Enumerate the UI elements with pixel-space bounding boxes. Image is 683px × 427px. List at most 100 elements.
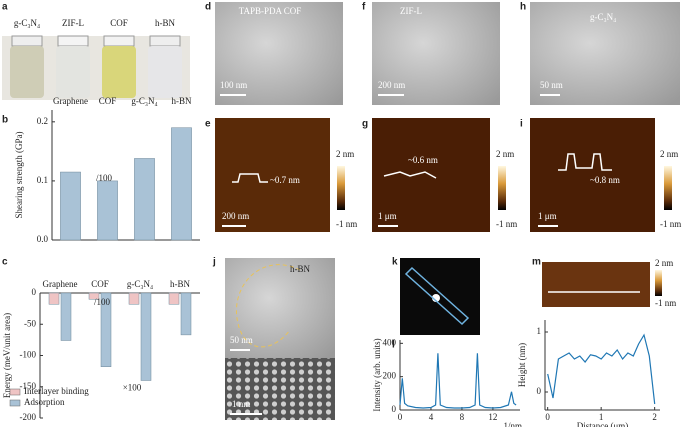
bar: [140, 292, 152, 381]
panel-letter: h: [520, 2, 526, 13]
profile: [383, 171, 437, 179]
tem-image: [225, 258, 335, 358]
colorbar-label: -1 nm: [660, 219, 681, 229]
category-label: Graphene: [53, 96, 88, 106]
category-label: COF: [99, 96, 117, 106]
colorbar-label: -1 nm: [496, 219, 517, 229]
line: [547, 333, 656, 405]
afm-image: [215, 118, 330, 232]
scale-label: 200 nm: [378, 80, 405, 90]
legend-swatch: [9, 388, 21, 396]
y-axis-label: Height (nm): [517, 343, 527, 387]
y-tick-label: 0: [32, 287, 37, 297]
diffraction-image: [400, 258, 480, 335]
legend-label: Adsorption: [24, 397, 65, 407]
y-axis-label: Intensity (arb. units): [372, 338, 382, 411]
colorbar: [337, 166, 345, 210]
colorbar: [498, 166, 506, 210]
tem-image: [372, 2, 500, 105]
scale-label: 50 nm: [230, 335, 253, 345]
y-tick-label: 0.2: [37, 116, 48, 126]
y-tick-label: 0.1: [37, 175, 48, 185]
panel-letter: k: [392, 257, 398, 268]
colorbar-label: -1 nm: [655, 298, 676, 308]
legend-label: Interlayer binding: [24, 386, 89, 396]
bar: [171, 127, 192, 241]
bar: [48, 292, 60, 305]
caption: TAPB-PDA COF: [239, 6, 302, 16]
y-tick-label: 200: [383, 371, 397, 381]
y-tick-label: 400: [383, 337, 397, 347]
x-tick-label: 1: [599, 412, 604, 422]
afm-image: [542, 262, 650, 307]
arrow: [404, 266, 470, 326]
scale-label: 1 μm: [538, 211, 557, 221]
vial-label: COF: [110, 18, 128, 28]
scale-label: 200 nm: [222, 211, 249, 221]
category-label: h-BN: [170, 279, 191, 289]
bar: [168, 292, 180, 305]
category-label: h-BN: [172, 96, 193, 106]
y-tick-label: 0: [392, 404, 397, 414]
x-tick-label: 8: [460, 412, 465, 422]
tem-image: [530, 2, 680, 105]
panel-letter: b: [2, 115, 8, 126]
y-axis-label: Energy (meV/unit area): [2, 313, 12, 398]
panel-letter: j: [212, 257, 216, 268]
x-axis-label: 1/nm: [503, 421, 522, 427]
colorbar: [655, 270, 662, 296]
y-tick-label: -150: [20, 381, 37, 391]
scale-label: 1 μm: [378, 211, 397, 221]
panel-letter: c: [2, 257, 8, 268]
bar: [60, 171, 81, 241]
category-label: g-C₃N₄: [127, 279, 153, 289]
x-tick-label: 4: [429, 412, 434, 422]
y-tick-label: -200: [20, 412, 37, 422]
x-tick-label: 0: [545, 412, 550, 422]
x-tick-label: 2: [652, 412, 657, 422]
vial-label: g-C₃N₄: [14, 18, 40, 28]
panel-letter: f: [362, 2, 366, 13]
panel-letter: d: [205, 2, 211, 13]
y-tick-label: 1: [537, 326, 542, 336]
afm-image: [530, 118, 655, 232]
annotation: /100: [96, 173, 113, 183]
y-tick-label: -100: [20, 350, 37, 360]
panel-letter: a: [2, 2, 8, 13]
x-tick-label: 0: [398, 412, 403, 422]
annotation: /100: [94, 297, 111, 307]
x-tick-label: 12: [488, 412, 497, 422]
profile: [232, 173, 268, 183]
panel-letter: l: [392, 340, 395, 351]
height-label: ~0.8 nm: [590, 175, 620, 185]
colorbar-label: 2 nm: [655, 258, 673, 268]
colorbar-label: 2 nm: [336, 149, 354, 159]
bar: [134, 158, 155, 241]
bar: [60, 292, 72, 341]
panel-letter: i: [520, 119, 523, 130]
profile: [558, 153, 612, 171]
caption: g-C₃N₄: [590, 12, 616, 22]
caption: h-BN: [290, 264, 311, 274]
caption: ZIF-L: [400, 6, 422, 16]
bar: [97, 180, 118, 241]
panel-letter: e: [205, 119, 211, 130]
x-axis-label: Distance (μm): [577, 421, 629, 427]
category-label: g-C₃N₄: [131, 96, 157, 106]
legend-swatch: [9, 399, 21, 407]
outline: [235, 264, 301, 348]
panel-letter: m: [532, 257, 541, 268]
panel-letter: g: [362, 119, 368, 130]
scale-label: 100 nm: [220, 80, 247, 90]
line: [399, 353, 517, 409]
y-tick-label: -50: [24, 318, 36, 328]
vial-label: h-BN: [155, 18, 176, 28]
colorbar-label: 2 nm: [496, 149, 514, 159]
bar: [100, 292, 112, 367]
colorbar-label: 2 nm: [660, 149, 678, 159]
vials: [10, 35, 182, 98]
tem-image: [215, 2, 343, 105]
height-label: ~0.7 nm: [270, 175, 300, 185]
category-label: COF: [91, 279, 109, 289]
